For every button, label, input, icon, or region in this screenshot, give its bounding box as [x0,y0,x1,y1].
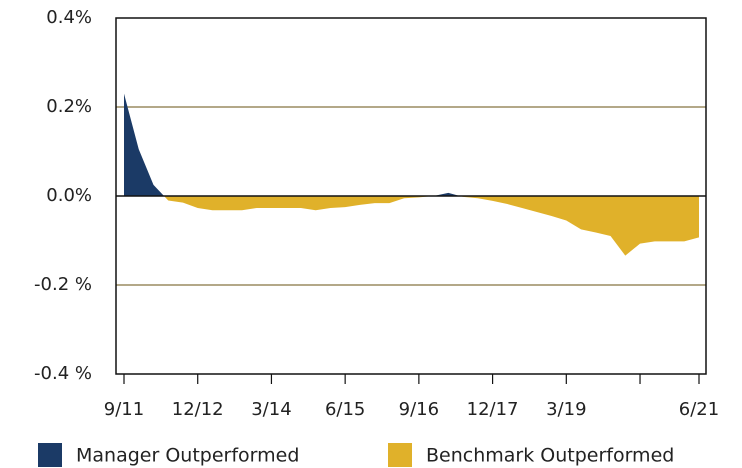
x-tick-label: 6/15 [325,399,365,420]
plot-frame [115,17,707,375]
x-tick-label: 6/21 [679,399,719,420]
y-tick-label: -0.2 % [34,274,92,295]
negative-area [124,196,699,256]
legend-swatch [388,443,412,467]
legend-swatch [38,443,62,467]
y-tick-label: 0.4% [46,7,92,28]
x-tick-label: 12/12 [172,399,224,420]
x-tick-label: 9/16 [399,399,439,420]
legend-label: Manager Outperformed [76,445,299,467]
y-tick-label: -0.4 % [34,363,92,384]
x-tick-label: 9/11 [104,399,144,420]
x-tick-label: 3/14 [251,399,291,420]
y-tick-label: 0.2% [46,96,92,117]
x-tick-label: 12/17 [467,399,519,420]
y-tick-label: 0.0% [46,185,92,206]
x-tick-label: 3/19 [546,399,586,420]
legend-label: Benchmark Outperformed [426,445,674,467]
